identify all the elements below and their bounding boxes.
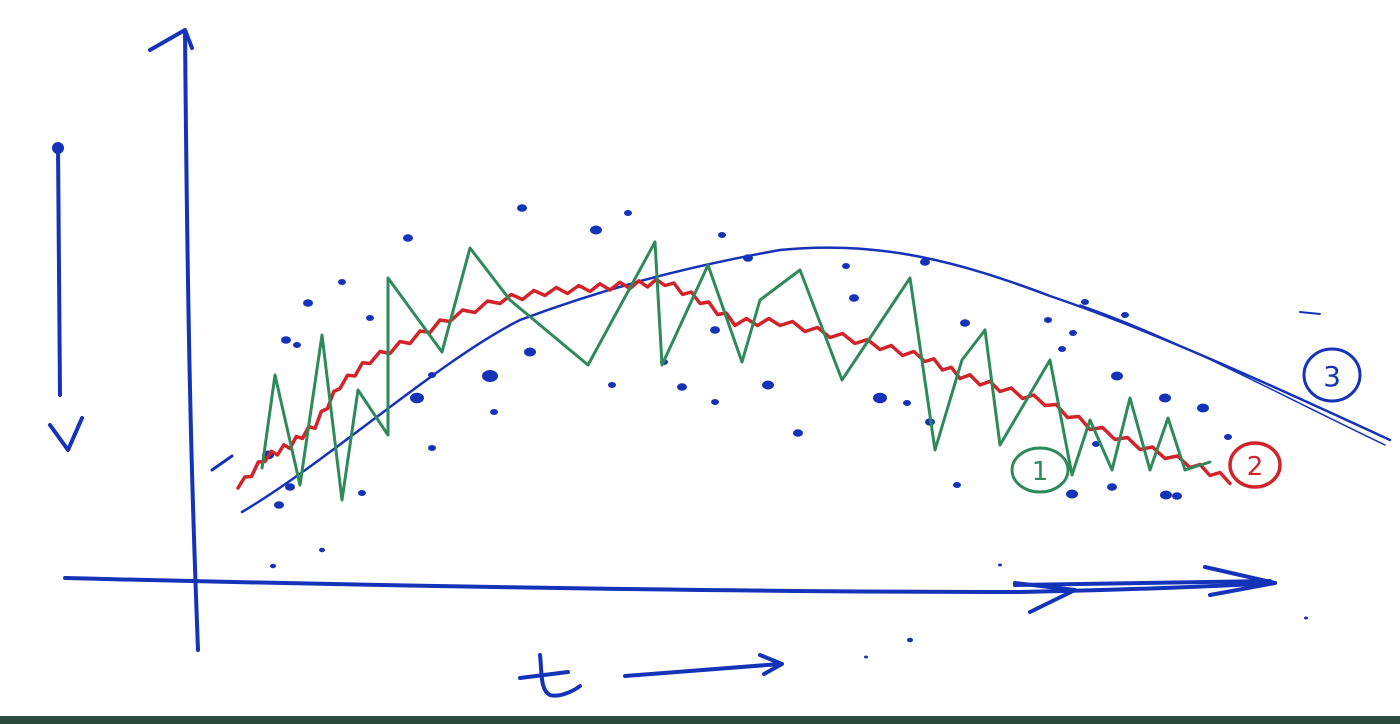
y-label-letter	[48, 416, 84, 452]
curve-3-line	[240, 246, 1392, 514]
scatter-dot	[410, 392, 424, 404]
scatter-dot	[1111, 371, 1123, 381]
scatter-dot	[1058, 346, 1066, 352]
x-direction-arrowhead-icon	[758, 653, 784, 676]
y-axis-arrowhead-icon	[148, 28, 194, 52]
y-axis-line	[183, 28, 200, 652]
curve-3-label: 3	[1323, 360, 1341, 393]
curve-3-tail-dash	[1299, 311, 1321, 315]
curve-2-line	[236, 277, 1232, 490]
scatter-dot	[873, 392, 887, 404]
curve-1-marker: 1	[1010, 446, 1070, 494]
bottom-strip	[0, 716, 1400, 724]
scatter-dot	[1172, 492, 1182, 500]
scatter-dot	[1160, 490, 1172, 500]
scatter-dot	[482, 370, 498, 382]
scatter-dot	[524, 347, 536, 357]
curve-2-label: 2	[1247, 452, 1264, 482]
curve-3-start-dash	[210, 454, 234, 472]
curve-1-line	[260, 240, 1212, 502]
scatter-dot	[358, 490, 366, 496]
scatter-dot	[953, 482, 961, 488]
scatter-dot	[319, 547, 325, 553]
scatter-dot	[608, 382, 616, 388]
scatter-dot	[960, 319, 970, 327]
curve-3-group	[210, 246, 1392, 514]
scatter-dot	[624, 210, 632, 216]
scatter-dot	[1092, 441, 1100, 447]
scatter-dot	[793, 429, 803, 437]
scatter-dot	[718, 232, 726, 238]
scatter-dot	[490, 409, 498, 415]
scatter-dot	[677, 383, 687, 391]
scatter-dot	[1121, 312, 1129, 318]
curve-1-circle	[1010, 446, 1070, 494]
x-axis-overstroke	[1013, 579, 1272, 587]
x-label-letter-bar	[518, 670, 570, 680]
scatter-dot	[710, 326, 720, 334]
scatter-dot	[849, 294, 859, 302]
scatter-dot	[590, 225, 602, 235]
curve-3-line-overstroke	[1079, 304, 1386, 446]
scatter-dot	[517, 204, 527, 212]
curve-2-circle	[1228, 441, 1282, 489]
curve-3-circle	[1302, 347, 1362, 403]
scatter-dot	[998, 563, 1002, 567]
x-label-letter-stem	[538, 653, 582, 698]
scatter-dot	[274, 501, 284, 509]
scatter-points	[262, 204, 1308, 659]
scatter-dot	[285, 483, 295, 491]
curve-3-marker: 3	[1302, 347, 1362, 403]
scatter-dot	[1081, 299, 1089, 305]
y-direction-arrow-dot	[52, 142, 64, 154]
scatter-dot	[907, 637, 913, 643]
x-direction-arrow-shaft	[623, 662, 782, 678]
scatter-dot	[403, 234, 413, 242]
scatter-dot	[270, 563, 276, 569]
scatter-dot	[903, 400, 911, 406]
scatter-dot	[428, 445, 436, 451]
axes	[63, 28, 1277, 652]
curve-2-marker: 2	[1228, 441, 1282, 489]
scatter-dot	[762, 380, 774, 390]
curve-1-label: 1	[1032, 457, 1049, 487]
scatter-dot	[1107, 483, 1117, 491]
scatter-dot	[1066, 489, 1078, 499]
x-axis-line	[63, 576, 1277, 594]
scatter-dot	[864, 655, 868, 659]
scatter-dot	[1044, 317, 1052, 323]
scatter-dot	[842, 263, 850, 269]
scatter-dot	[303, 299, 313, 307]
scatter-dot	[920, 258, 930, 266]
x-label-group	[518, 653, 784, 698]
scatter-dot	[1159, 393, 1171, 403]
scatter-dot	[338, 279, 346, 285]
scatter-dot	[1224, 434, 1232, 440]
scatter-dot	[1069, 330, 1077, 336]
y-direction-arrow-shaft	[56, 143, 62, 397]
y-label-group	[48, 142, 84, 452]
scatter-dot	[366, 315, 374, 321]
y-axis-label: V	[66, 411, 67, 413]
scatter-dot	[293, 342, 301, 348]
scatter-dot	[1304, 616, 1308, 620]
scatter-dot	[1197, 403, 1209, 413]
scatter-dot	[711, 399, 719, 405]
scatter-dot	[281, 336, 291, 344]
